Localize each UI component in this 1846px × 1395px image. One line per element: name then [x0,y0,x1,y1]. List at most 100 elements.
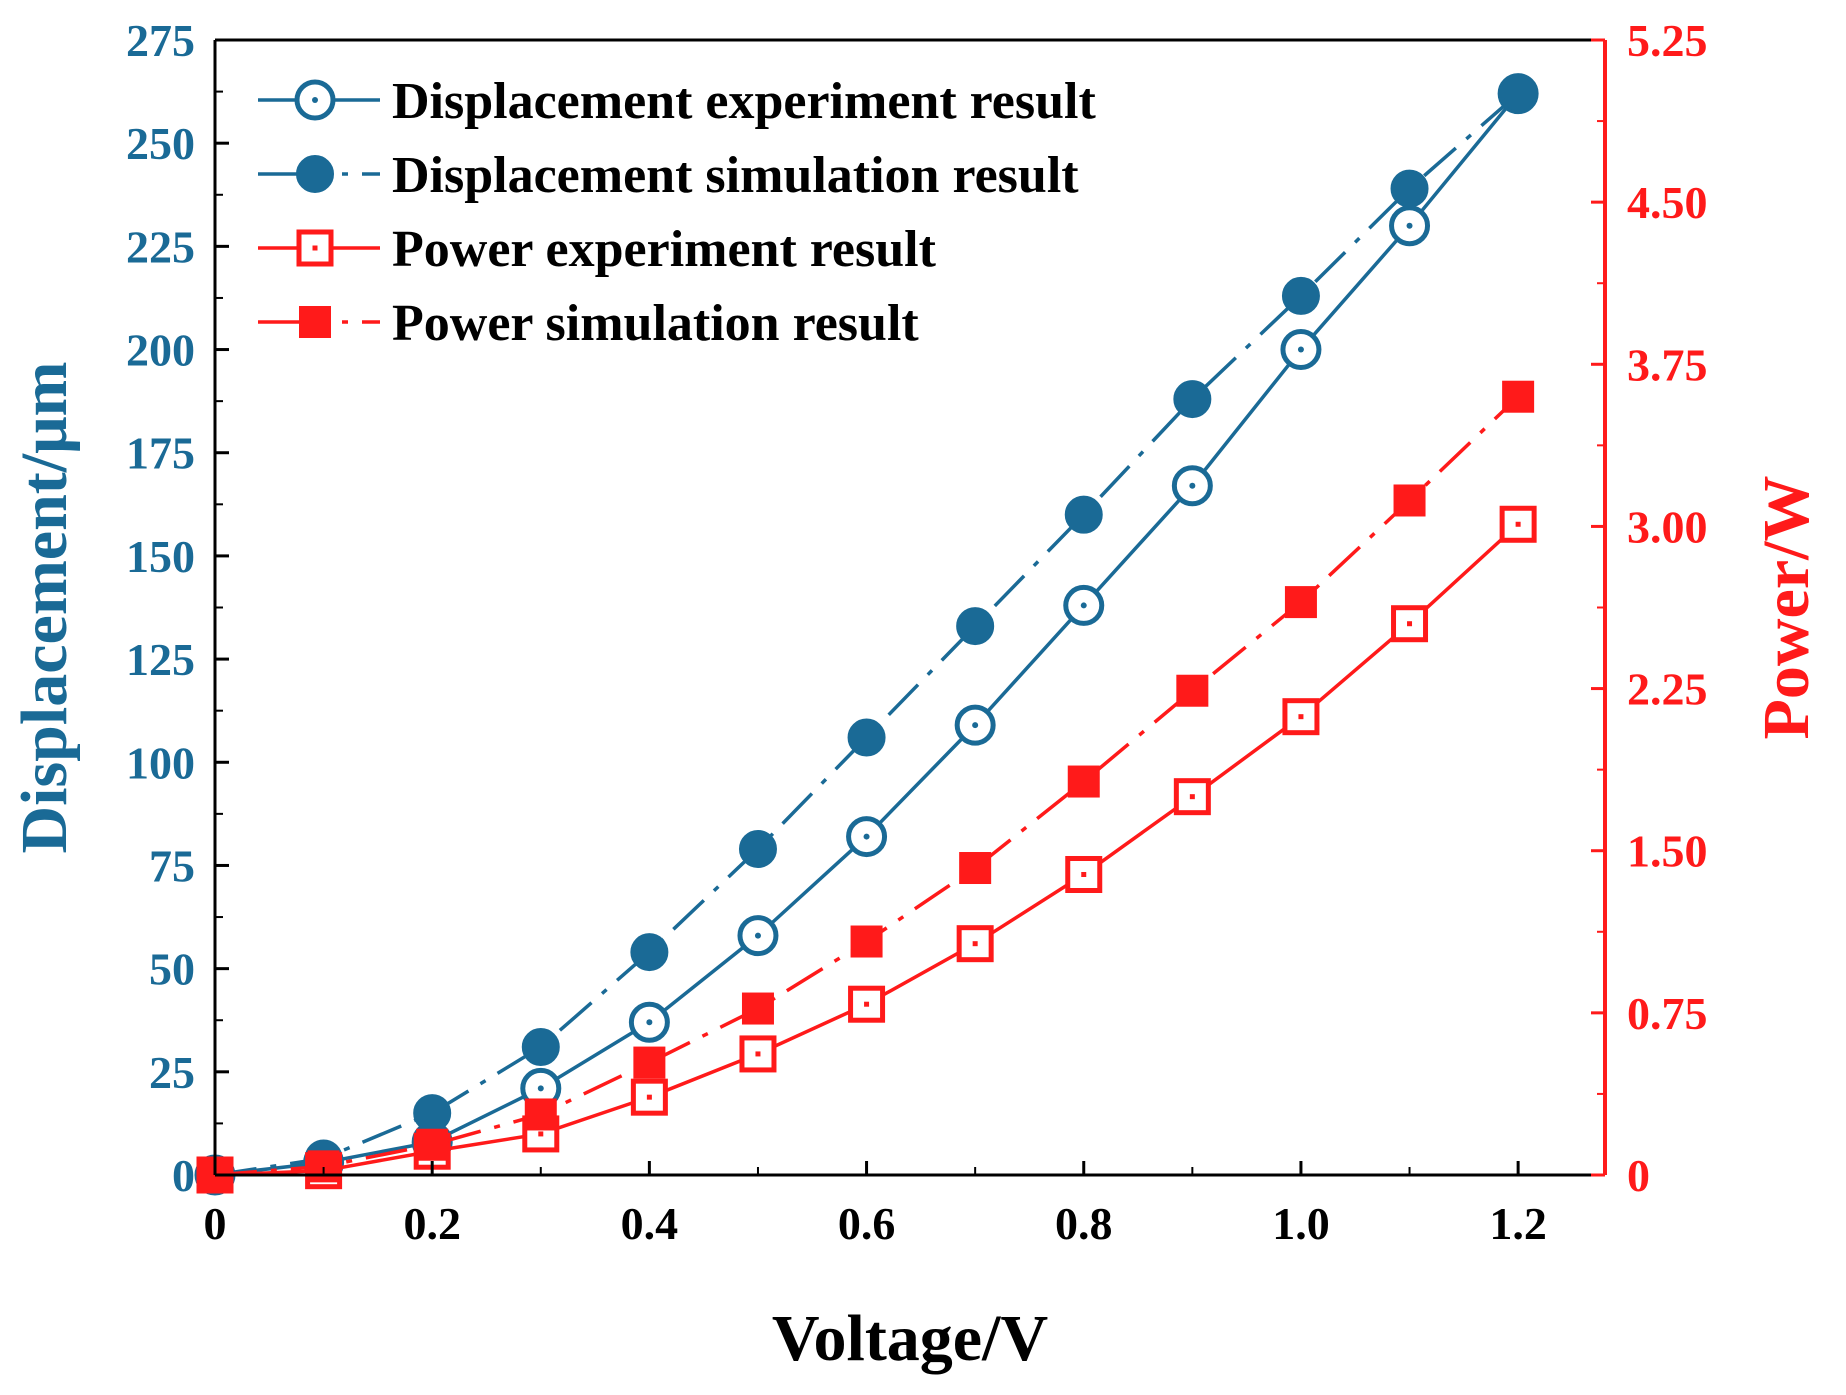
data-point [307,1150,340,1183]
y-axis-title: Displacement/μm [8,361,81,853]
data-point [1499,74,1538,113]
legend-entry: Displacement simulation result [258,147,1079,204]
legend-entry: Power experiment result [258,221,937,278]
marker-box [630,1078,668,1116]
data-point [959,852,992,885]
marker-dot [1406,222,1413,229]
marker-disc [1281,276,1320,315]
marker-disc [413,1094,452,1133]
data-point [850,925,883,958]
legend-marker [296,155,334,193]
marker-square [1393,484,1426,517]
marker-square [307,1150,340,1183]
marker-disc [738,829,777,868]
x-tick-label: 0.2 [403,1198,461,1249]
data-point [1171,465,1213,507]
marker-disc [956,607,995,646]
legend-label: Power simulation result [392,295,919,352]
data-point [630,933,669,972]
legend-label: Displacement simulation result [392,147,1079,204]
data-point [1067,765,1100,798]
y-tick-label: 200 [126,325,195,376]
marker-square [959,852,992,885]
data-point [1499,505,1537,543]
x-axis-title: Voltage/V [772,1302,1048,1375]
legend-label: Displacement experiment result [392,73,1096,130]
marker-dot [1407,621,1413,627]
data-point [1282,698,1320,736]
series-line [214,395,1520,1177]
data-point [1280,329,1322,371]
marker-dot [1189,482,1196,489]
x-tick-label: 0 [204,1198,227,1249]
marker-box [1499,505,1537,543]
data-point [521,1028,560,1067]
marker-dot [1515,521,1521,527]
marker-box [296,229,334,267]
series-displacement-simulation-result [196,74,1538,1194]
y-tick-label: 50 [149,944,195,995]
y2-tick-label: 0 [1627,1150,1650,1201]
marker-dot [1080,602,1087,609]
marker-square [1502,380,1535,413]
data-point [1065,855,1103,893]
x-tick-label: 1.0 [1272,1198,1330,1249]
y-tick-label: 150 [126,531,195,582]
data-point [1390,169,1429,208]
data-point [1063,584,1105,626]
marker-box [848,985,886,1023]
series-layer [194,73,1539,1196]
data-point [739,1035,777,1073]
marker-box [956,925,994,963]
data-point [416,1128,449,1161]
marker-dot [1081,871,1087,877]
series-power-simulation-result [199,380,1535,1191]
marker-square [850,925,883,958]
data-point [1393,484,1426,517]
marker-disc [1390,169,1429,208]
x-tick-label: 1.2 [1489,1198,1547,1249]
data-point [524,1098,557,1131]
marker-square [1176,674,1209,707]
data-point [738,829,777,868]
data-point [954,704,996,746]
marker-dot [1189,794,1195,800]
marker-dot [312,97,318,103]
data-point [633,1046,666,1079]
legend-entry: Displacement experiment result [258,73,1096,130]
marker-dot [537,1085,544,1092]
data-point [956,925,994,963]
marker-disc [1173,380,1212,419]
marker-square [299,306,331,338]
data-point [1284,586,1317,619]
legend-marker [294,79,336,121]
marker-dot [863,833,870,840]
data-point [1176,674,1209,707]
y-tick-label: 275 [126,15,195,66]
y2-tick-label: 2.25 [1627,664,1708,715]
marker-square [633,1046,666,1079]
data-point [1173,778,1211,816]
y-tick-label: 0 [172,1150,195,1201]
legend-label: Power experiment result [392,221,937,278]
marker-dot [972,941,978,947]
y2-tick-label: 1.50 [1627,826,1708,877]
y-tick-label: 250 [126,118,195,169]
marker-square [1284,586,1317,619]
marker-dot [754,932,761,939]
marker-disc [296,155,334,193]
y2-tick-label: 4.50 [1627,177,1708,228]
legend-entry: Power simulation result [258,295,919,352]
x-tick-label: 0.4 [621,1198,679,1249]
legend-marker [299,306,331,338]
data-point [1391,605,1429,643]
marker-square [741,992,774,1025]
legend: Displacement experiment result Displaceme… [258,73,1096,352]
data-point [1064,495,1103,534]
y2-tick-label: 5.25 [1627,15,1708,66]
data-point [848,985,886,1023]
y2-tick-label: 3.75 [1627,339,1708,390]
marker-disc [1499,74,1538,113]
marker-dot [755,1051,761,1057]
y2-tick-label: 3.00 [1627,501,1708,552]
